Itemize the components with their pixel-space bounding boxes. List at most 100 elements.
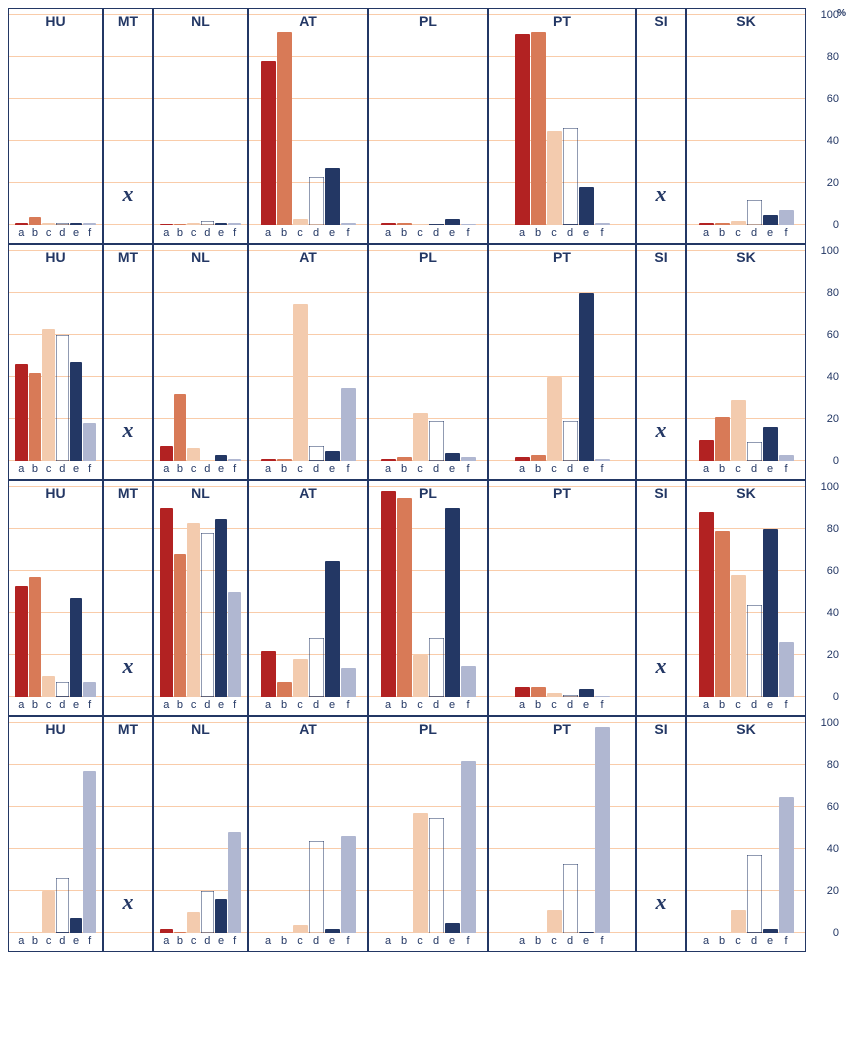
bar-f: [83, 423, 96, 461]
y-axis: 020406080100: [805, 723, 845, 933]
plot-area: [9, 723, 102, 933]
bar-c: [293, 219, 308, 225]
panel-title: PL: [419, 249, 437, 265]
x-label-c: c: [413, 699, 428, 711]
panel-mt-r3: MTx: [103, 716, 153, 952]
plot-area: [154, 251, 247, 461]
x-labels: abcdef: [154, 461, 247, 479]
x-label-d: d: [309, 699, 324, 711]
x-label-b: b: [174, 227, 187, 239]
x-label-c: c: [187, 935, 200, 947]
plot-area: x: [637, 15, 685, 225]
x-label-d: d: [309, 463, 324, 475]
panel-hu-r1: HUabcdef: [8, 244, 103, 480]
y-axis: 020406080100: [805, 15, 845, 225]
panel-si-r2: SI x: [636, 480, 686, 716]
x-label-d: d: [747, 227, 762, 239]
x-label-b: b: [397, 463, 412, 475]
plot-area: [687, 251, 805, 461]
panel-title: SI: [654, 485, 667, 501]
bars: [495, 15, 629, 225]
row-2: HUabcdefMTxNLabcdefATabcdefPLabcdefPTabc…: [8, 480, 806, 716]
nodata-marker: x: [123, 181, 134, 207]
x-label-b: b: [29, 699, 42, 711]
panel-si-r3: SIx: [636, 716, 686, 952]
bar-e: [70, 598, 83, 697]
bar-b: [174, 394, 187, 461]
y-tick-40: 40: [827, 371, 839, 383]
x-label-c: c: [293, 935, 308, 947]
panel-title: PL: [419, 721, 437, 737]
bar-b: [397, 457, 412, 461]
y-tick-100: 100: [821, 245, 839, 257]
y-tick-0: 0: [833, 691, 839, 703]
x-labels: abcdef: [154, 697, 247, 715]
row-3: HUabcdefMTxNLabcdefATabcdefPLabcdefPTabc…: [8, 716, 806, 952]
x-label-e: e: [445, 463, 460, 475]
x-label-d: d: [309, 227, 324, 239]
y-tick-60: 60: [827, 801, 839, 813]
x-label-b: b: [715, 227, 730, 239]
y-tick-80: 80: [827, 51, 839, 63]
y-tick-60: 60: [827, 93, 839, 105]
panel-title: PT: [553, 249, 571, 265]
x-label-b: b: [29, 227, 42, 239]
panel-title: AT: [299, 721, 317, 737]
plot-area: [369, 251, 487, 461]
bar-f: [595, 223, 610, 225]
bars: [15, 15, 96, 225]
bar-d: [56, 223, 69, 225]
x-label-e: e: [445, 935, 460, 947]
plot-area: [687, 15, 805, 225]
plot-area: [249, 487, 367, 697]
plot-area: x: [104, 251, 152, 461]
bar-b: [397, 223, 412, 225]
bar-b: [531, 687, 546, 698]
x-labels: abcdef: [489, 461, 635, 479]
x-label-f: f: [461, 935, 476, 947]
bar-b: [277, 32, 292, 225]
y-tick-20: 20: [827, 649, 839, 661]
bar-d: [747, 442, 762, 461]
x-labels: abcdef: [249, 225, 367, 243]
bar-f: [341, 668, 356, 697]
bar-b: [715, 417, 730, 461]
panel-title: PL: [419, 485, 437, 501]
bar-d: [309, 638, 324, 697]
bar-a: [515, 457, 530, 461]
bar-a: [160, 224, 173, 225]
x-label-d: d: [563, 699, 578, 711]
panel-title: PL: [419, 13, 437, 29]
x-label-e: e: [579, 935, 594, 947]
x-label-f: f: [779, 227, 794, 239]
y-axis: 020406080100: [805, 251, 845, 461]
plot-area: x: [637, 723, 685, 933]
x-labels: abcdef: [154, 225, 247, 243]
x-label-e: e: [763, 699, 778, 711]
panel-title: HU: [45, 721, 65, 737]
x-label-c: c: [413, 935, 428, 947]
x-labels: abcdef: [9, 933, 102, 951]
bars: [255, 251, 361, 461]
x-label-e: e: [763, 935, 778, 947]
x-label-a: a: [699, 463, 714, 475]
y-tick-20: 20: [827, 177, 839, 189]
bar-c: [187, 448, 200, 461]
bars: [375, 723, 481, 933]
bar-f: [461, 457, 476, 461]
y-axis: 020406080100: [805, 487, 845, 697]
x-label-a: a: [160, 227, 173, 239]
bar-a: [699, 512, 714, 697]
bar-b: [397, 498, 412, 698]
bar-b: [29, 577, 42, 697]
nodata-marker: x: [656, 653, 667, 679]
x-label-c: c: [731, 699, 746, 711]
x-label-a: a: [699, 227, 714, 239]
x-labels: abcdef: [489, 933, 635, 951]
bar-c: [42, 891, 55, 933]
nodata-marker: x: [123, 653, 134, 679]
panel-title: MT: [118, 13, 138, 29]
x-label-c: c: [42, 699, 55, 711]
panel-title: AT: [299, 13, 317, 29]
bar-e: [579, 293, 594, 461]
